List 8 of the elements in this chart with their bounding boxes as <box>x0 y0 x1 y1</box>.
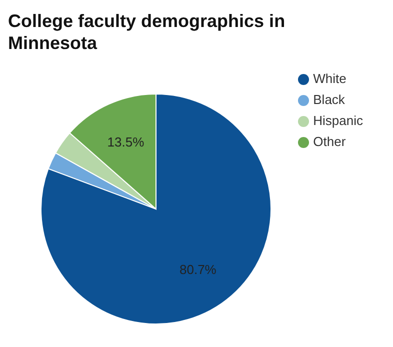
data-label: 80.7% <box>180 262 217 277</box>
pie-slice <box>40 94 272 324</box>
legend-label: Black <box>313 92 345 107</box>
data-label: 13.5% <box>107 134 145 150</box>
legend-label: Hispanic <box>313 113 363 128</box>
legend-label: Other <box>313 134 346 149</box>
legend-label: White <box>313 71 346 86</box>
chart-title: College faculty demographics in Minnesota <box>8 10 286 54</box>
